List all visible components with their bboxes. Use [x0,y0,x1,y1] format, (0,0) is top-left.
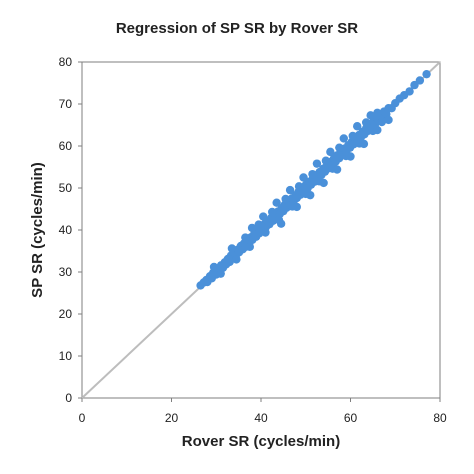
x-tick-label: 0 [79,411,86,425]
data-point [373,125,382,135]
data-point [281,194,290,204]
data-point [259,212,268,221]
data-point [299,173,308,182]
data-point [267,207,277,217]
data-point [254,220,263,229]
data-point [326,147,335,157]
data-point [227,244,237,253]
data-point [245,242,255,251]
data-point [312,159,322,168]
data-point [373,108,382,118]
data-point [276,219,286,228]
data-point [359,139,369,149]
data-point [422,69,431,79]
data-point [321,156,331,165]
data-point [415,76,425,85]
data-point [209,262,219,272]
x-tick-label: 20 [165,411,179,425]
x-axis-label: Rover SR (cycles/min) [182,433,340,450]
data-point [377,117,387,127]
y-tick-label: 0 [65,391,72,405]
x-axis-ticks: 0 20 40 60 80 [79,398,447,425]
data-point [292,202,301,212]
data-point [346,152,355,161]
data-point [241,233,250,242]
data-points [196,69,431,290]
data-point [332,165,342,174]
y-tick-label: 30 [59,265,73,279]
y-tick-label: 50 [59,181,73,195]
x-tick-label: 60 [344,411,358,425]
data-point [348,131,357,141]
data-point [335,143,344,152]
y-tick-label: 20 [59,307,73,321]
x-tick-label: 80 [433,411,447,425]
data-point [339,134,348,143]
y-axis-label: SP SR (cycles/min) [29,162,46,298]
data-point [384,115,393,125]
data-point [261,228,270,237]
y-tick-label: 10 [59,349,73,363]
y-tick-label: 60 [59,139,73,153]
data-point [247,223,257,233]
data-point [272,198,281,207]
data-point [216,269,225,278]
data-point [308,169,317,179]
y-tick-label: 80 [59,55,73,69]
y-axis-ticks: 0 10 20 30 40 50 60 70 80 [59,55,82,405]
chart-title: Regression of SP SR by Rover SR [116,20,358,37]
data-point [294,182,304,191]
data-point [353,122,362,131]
data-point [285,185,295,195]
x-tick-label: 40 [254,411,268,425]
data-point [306,190,315,200]
data-point [319,178,328,188]
data-point [361,118,371,127]
data-point [405,87,414,96]
data-point [232,255,241,264]
y-tick-label: 70 [59,97,73,111]
data-point [366,111,375,120]
y-tick-label: 40 [59,223,73,237]
